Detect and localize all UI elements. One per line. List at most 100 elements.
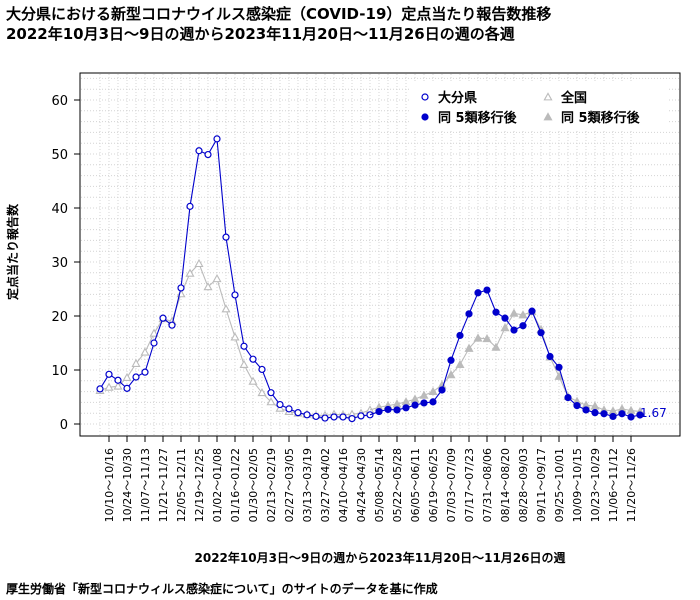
data-point (96, 385, 104, 393)
data-point (141, 368, 149, 376)
plot-frame (79, 72, 681, 437)
data-point (455, 359, 465, 369)
data-point (258, 365, 266, 374)
x-tick-label: 10/24～10/30 (121, 448, 134, 522)
data-point (582, 406, 590, 414)
data-point (123, 384, 131, 392)
y-axis: 0 10 20 30 40 50 60 (51, 94, 80, 433)
chart-subtitle: 2022年10月3日～9日の週から2023年11月20日～11月26日の週の各週 (6, 25, 515, 43)
data-point (104, 382, 114, 391)
data-point (429, 398, 437, 406)
data-point (537, 329, 545, 337)
x-tick-label: 11/06～11/12 (607, 448, 620, 522)
data-point (384, 405, 392, 414)
x-axis-label: 2022年10月3日～9日の週から2023年11月20日～11月26日の週 (194, 551, 566, 565)
data-point (474, 289, 482, 297)
data-point (483, 286, 491, 294)
data-point (420, 399, 428, 407)
legend-box (410, 82, 668, 130)
data-point (231, 291, 239, 299)
data-point (221, 304, 231, 313)
y-tick-label: 40 (51, 202, 68, 217)
y-tick-label: 60 (51, 94, 68, 109)
data-point (312, 412, 320, 421)
data-point (509, 308, 519, 317)
data-point (230, 332, 240, 341)
data-point (501, 314, 509, 322)
data-point (609, 412, 617, 421)
data-point (168, 321, 176, 329)
data-point (573, 402, 581, 410)
data-point (248, 376, 258, 385)
data-point (194, 258, 204, 268)
data-point (159, 314, 167, 322)
data-point (222, 233, 230, 241)
x-tick-label: 03/13～03/19 (301, 448, 314, 522)
data-point (402, 404, 410, 412)
legend: 大分県 全国同 5類移行後 同 5類移行後 (410, 82, 668, 130)
x-tick-label: 05/08～05/14 (373, 448, 386, 522)
x-tick-label: 07/17～07/23 (463, 448, 476, 522)
x-tick-label: 09/11～09/17 (535, 448, 548, 522)
data-point (185, 268, 195, 277)
legend-label: 大分県 (438, 90, 477, 106)
data-point (303, 411, 311, 419)
data-point (428, 386, 438, 396)
y-tick-label: 50 (51, 148, 68, 163)
series-3 (369, 306, 645, 416)
y-axis-label: 定点当たり報告数 (5, 203, 20, 300)
y-tick-label: 0 (60, 418, 68, 433)
x-tick-label: 05/22～05/28 (391, 448, 404, 522)
data-point (600, 410, 608, 418)
data-point (410, 394, 420, 403)
data-point (140, 347, 150, 356)
source-note: 厚生労働省「新型コロナウィルス感染症について」のサイトのデータを基に作成 (6, 582, 438, 596)
x-tick-label: 06/19～06/25 (427, 448, 440, 522)
data-point (456, 331, 464, 340)
x-tick-label: 01/30～02/05 (247, 448, 260, 522)
data-point (149, 328, 159, 337)
data-point (276, 400, 284, 409)
data-point (446, 370, 456, 379)
data-point (555, 363, 563, 371)
data-point (421, 113, 429, 121)
data-point (491, 342, 501, 351)
data-point (375, 407, 383, 416)
data-point (636, 411, 644, 419)
data-point (213, 135, 221, 143)
x-tick-label: 11/20～11/26 (625, 448, 638, 522)
data-point (195, 147, 203, 155)
x-tick-label: 08/14～08/20 (499, 448, 512, 522)
data-point (510, 326, 518, 334)
x-tick-label: 04/24～04/30 (355, 448, 368, 522)
data-point (411, 401, 419, 409)
data-point (330, 413, 338, 421)
data-point (132, 373, 140, 381)
legend-label: 全国 (560, 90, 587, 106)
data-point (473, 333, 483, 342)
data-point (546, 352, 554, 361)
data-point (447, 356, 455, 364)
x-tick-label: 06/05～06/11 (409, 448, 422, 522)
series-group (95, 135, 645, 423)
data-point (465, 310, 473, 318)
series-0 (96, 135, 374, 423)
legend-label: 同 5類移行後 (438, 110, 518, 126)
data-point (267, 389, 275, 397)
data-point (438, 386, 446, 394)
data-point (627, 413, 635, 421)
data-point (150, 339, 158, 347)
x-tick-label: 08/28～09/03 (517, 448, 530, 522)
data-point (528, 307, 536, 315)
data-point (122, 372, 132, 381)
y-tick-label: 20 (51, 310, 68, 325)
x-tick-label: 07/31～08/06 (481, 448, 494, 522)
data-point (113, 381, 123, 390)
data-point (554, 371, 564, 380)
data-point (249, 355, 257, 363)
data-point (212, 274, 222, 283)
data-point (518, 310, 528, 319)
grid (81, 74, 679, 435)
data-point (421, 93, 429, 101)
